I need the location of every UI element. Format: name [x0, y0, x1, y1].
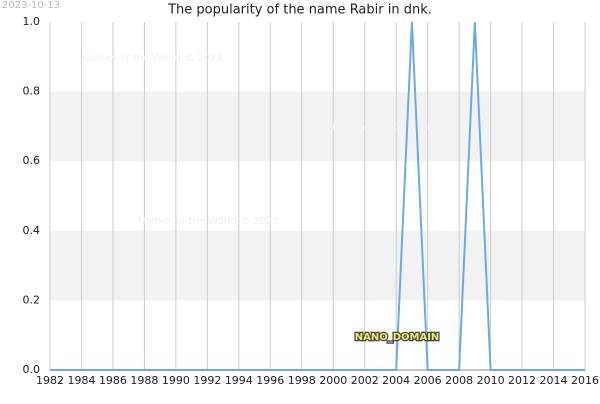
grid-band	[50, 91, 585, 162]
chart-title: The popularity of the name Rabir in dnk.	[167, 3, 432, 18]
y-tick-label: 0.4	[23, 224, 41, 237]
grid-band	[50, 230, 585, 301]
x-tick-label: 1984	[67, 374, 95, 387]
x-tick-label: 2012	[508, 374, 536, 387]
x-tick-label: 2016	[571, 374, 599, 387]
x-tick-label: 1998	[288, 374, 316, 387]
x-tick-label: 1992	[193, 374, 221, 387]
watermark: Names of the World © 2023	[288, 122, 429, 133]
y-tick-label: 0.2	[23, 293, 41, 306]
x-tick-label: 2006	[414, 374, 442, 387]
x-tick-label: 2014	[540, 374, 568, 387]
y-tick-label: 1.0	[23, 15, 41, 28]
x-tick-label: 2010	[477, 374, 505, 387]
x-tick-label: 1982	[36, 374, 64, 387]
x-tick-label: 1994	[225, 374, 253, 387]
x-tick-label: 1988	[130, 374, 158, 387]
data-line	[50, 21, 585, 371]
x-tick-label: 1996	[256, 374, 284, 387]
x-tick-label: 2002	[351, 374, 379, 387]
x-tick-label: 2000	[319, 374, 347, 387]
date-stamp: 2023-10-13	[2, 0, 60, 11]
x-tick-label: 2004	[382, 374, 410, 387]
y-tick-label: 0.6	[23, 154, 41, 167]
watermark: Names of the World © 2023	[82, 53, 223, 64]
x-tick-label: 1986	[99, 374, 127, 387]
x-tick-label: 1990	[162, 374, 190, 387]
watermark: Names of the World © 2023	[138, 216, 279, 227]
x-tick-label: 2008	[445, 374, 473, 387]
annotation: NANO_DOMAIN	[355, 332, 440, 343]
y-tick-label: 0.8	[23, 85, 41, 98]
y-tick-label: 0.0	[23, 363, 41, 376]
